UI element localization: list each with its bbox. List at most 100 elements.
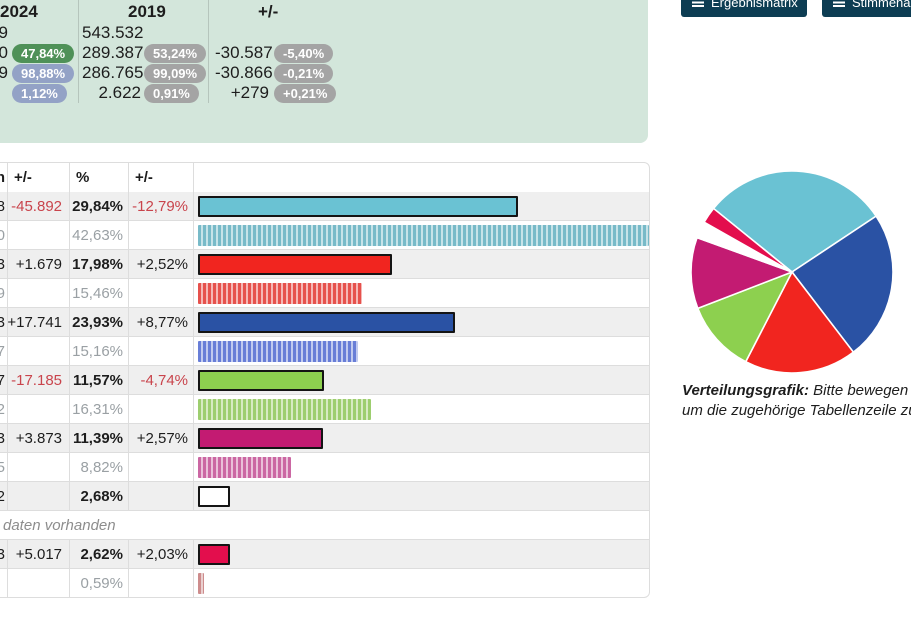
percent-value: 11,39% — [70, 424, 129, 452]
summary-badge-cell: -0,21% — [269, 63, 334, 83]
percent-diff — [129, 337, 194, 365]
summary-row: 9 543.532 — [0, 23, 648, 43]
pie-slice-teal[interactable] — [712, 170, 878, 273]
percent-diff — [129, 279, 194, 307]
percentage-badge: 98,88% — [12, 64, 75, 83]
votes-cut-fragment: 3 — [0, 308, 8, 336]
result-row[interactable]: 2 16,31% — [0, 394, 649, 423]
votes-cut-fragment: 2 — [0, 482, 8, 510]
summary-value: 543.532 — [82, 23, 144, 42]
pie-caption-title: Verteilungsgrafik: — [682, 382, 809, 399]
pie-slice-red[interactable] — [744, 270, 855, 374]
votes-cut-fragment: 7 — [0, 337, 8, 365]
votes-diff: +17.741 — [7, 308, 70, 336]
results-table: n +/- % +/- 8-45.89229,84%-12,79%042,63%… — [0, 162, 650, 598]
list-icon — [692, 0, 704, 8]
result-row[interactable]: 5 8,82% — [0, 452, 649, 481]
summary-value: -30.866 — [215, 63, 273, 82]
result-row[interactable]: 0 42,63% — [0, 220, 649, 249]
summary-badge-cell: 98,88% — [8, 63, 82, 83]
summary-value: +279 — [230, 83, 269, 102]
header-bar-column — [194, 163, 649, 192]
button-ergebnismatrix[interactable]: Ergebnismatrix — [681, 0, 807, 17]
percentage-badge: 1,12% — [12, 84, 67, 103]
summary-col-2019: 2019 — [128, 2, 166, 21]
summary-value: 9 — [0, 63, 8, 82]
comparison-bar — [198, 282, 362, 304]
bar-cell — [194, 569, 649, 597]
button-label: Ergebnismatrix — [711, 0, 798, 10]
percent-value: 15,46% — [70, 279, 129, 307]
result-row[interactable]: 2 2,68% — [0, 481, 649, 510]
summary-col-2024: 2024 — [0, 2, 38, 21]
result-bar — [198, 427, 323, 449]
button-label: Stimmenan — [852, 0, 911, 10]
percentage-badge: 53,24% — [144, 44, 207, 63]
percent-value: 16,31% — [70, 395, 129, 423]
summary-panel: 2024 2019 +/- 9 543.532 0 47,84% 289.387 53,2… — [0, 0, 648, 143]
percentage-badge: +0,21% — [274, 84, 337, 103]
pie-caption: Verteilungsgrafik: Bitte bewegen Sie um … — [682, 381, 911, 421]
no-comparison-text: daten vorhanden — [3, 516, 116, 534]
percentage-badge: 99,09% — [144, 64, 207, 83]
summary-value: -30.587 — [215, 43, 273, 62]
result-row[interactable]: 0,59% — [0, 568, 649, 597]
percent-diff — [129, 395, 194, 423]
pie-slice-crimson[interactable] — [703, 207, 793, 273]
bar-cell — [194, 366, 649, 394]
summary-value: 9 — [0, 23, 8, 42]
percent-diff — [129, 482, 194, 510]
header-cut-fragment: n — [0, 163, 8, 192]
percentage-badge: 0,91% — [144, 84, 199, 103]
votes-diff: +1.679 — [8, 250, 70, 278]
percent-diff: +8,77% — [129, 308, 194, 336]
header-diff: +/- — [8, 163, 70, 192]
bar-cell — [194, 453, 649, 481]
pie-slice-green[interactable] — [696, 270, 794, 363]
percent-value: 17,98% — [70, 250, 129, 278]
summary-badge-cell: 1,12% — [8, 83, 82, 103]
button-stimmenan[interactable]: Stimmenan — [822, 0, 911, 17]
summary-row: 9 98,88% 286.765 99,09% -30.866 -0,21% — [0, 63, 648, 83]
summary-badge-cell: 47,84% — [8, 43, 82, 63]
bar-cell — [194, 540, 649, 568]
comparison-bar — [198, 572, 205, 594]
header-percent-diff: +/- — [129, 163, 194, 192]
pie-slice-magenta[interactable] — [690, 236, 795, 310]
bar-cell — [194, 482, 649, 510]
summary-divider — [78, 0, 79, 103]
percent-value: 15,16% — [70, 337, 129, 365]
votes-cut-fragment: 0 — [0, 221, 8, 249]
votes-cut-fragment: 8 — [0, 192, 8, 220]
percent-diff: +2,57% — [129, 424, 194, 452]
summary-row: 1,12% 2.622 0,91% +279 +0,21% — [0, 83, 648, 103]
votes-diff — [8, 453, 70, 481]
summary-badge-cell: +0,21% — [269, 83, 337, 103]
result-row[interactable]: 7 15,16% — [0, 336, 649, 365]
no-comparison-row[interactable]: daten vorhanden — [0, 510, 649, 539]
bar-cell — [194, 395, 649, 423]
bar-cell — [194, 250, 649, 278]
result-row[interactable]: 9 15,46% — [0, 278, 649, 307]
summary-rows: 9 543.532 0 47,84% 289.387 53,24% -30.587 -5,40… — [0, 23, 648, 103]
votes-cut-fragment: 5 — [0, 453, 8, 481]
pie-chart-svg[interactable] — [689, 169, 895, 375]
comparison-bar — [198, 340, 359, 362]
percent-diff — [129, 453, 194, 481]
distribution-pie-chart[interactable] — [689, 169, 895, 375]
votes-cut-fragment: 3 — [0, 540, 8, 568]
votes-diff — [8, 569, 70, 597]
percent-value: 29,84% — [70, 192, 129, 220]
percentage-badge: -5,40% — [274, 44, 334, 63]
pie-slice-blue[interactable] — [790, 215, 894, 354]
result-bar — [198, 369, 325, 391]
percentage-badge: -0,21% — [274, 64, 334, 83]
bar-cell — [194, 192, 649, 220]
